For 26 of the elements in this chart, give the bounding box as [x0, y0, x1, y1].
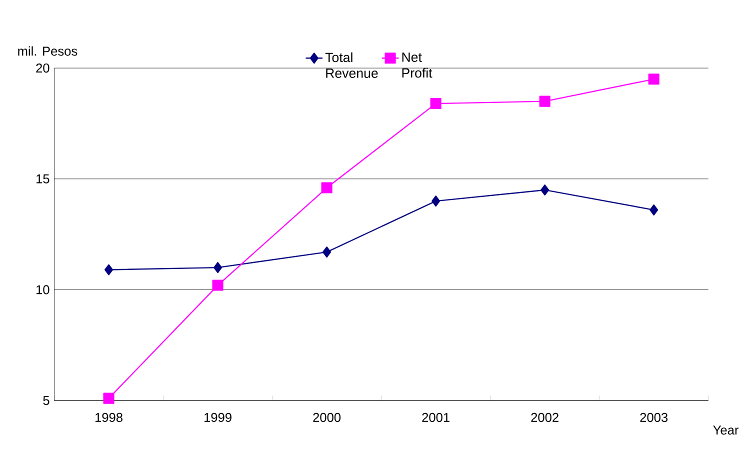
x-tick-label: 2003 — [640, 412, 668, 422]
y-tick-label: 15 — [36, 174, 50, 184]
point — [430, 98, 442, 110]
point — [103, 392, 114, 404]
point — [432, 196, 440, 207]
y-tick-label: 10 — [36, 285, 50, 294]
point — [212, 280, 224, 291]
y-tick-label: 5 — [43, 396, 50, 406]
x-tick-label: 2000 — [313, 412, 341, 422]
y-axis-title: mil. Pesos — [18, 46, 78, 56]
x-tick-label: 2002 — [531, 412, 558, 422]
legend-label: Net Profit — [402, 52, 432, 78]
point — [540, 184, 550, 196]
x-tick-label: 1998 — [95, 412, 122, 422]
point — [650, 204, 658, 216]
point — [104, 264, 114, 276]
point — [322, 246, 332, 258]
x-tick-label: 1999 — [204, 412, 232, 422]
point — [648, 74, 660, 85]
x-tick-label: 2001 — [422, 412, 450, 422]
point — [213, 262, 222, 274]
x-axis-title: Year — [713, 426, 739, 435]
legend-label: Total Revenue — [325, 52, 378, 78]
y-tick-label: 20 — [36, 64, 50, 73]
point — [539, 96, 550, 107]
point — [321, 182, 332, 194]
